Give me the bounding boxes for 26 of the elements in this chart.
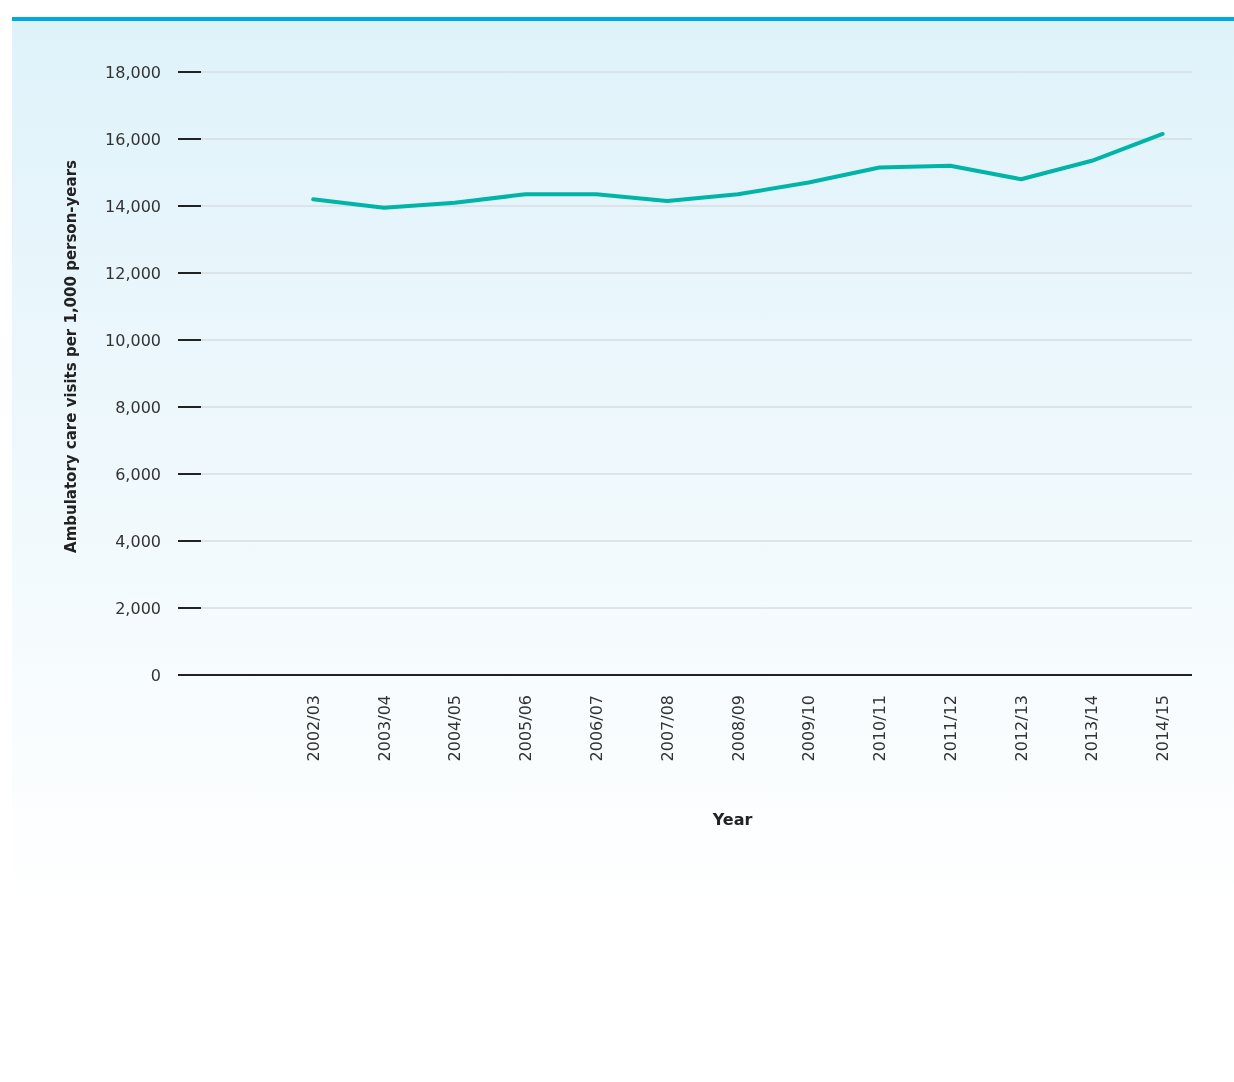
y-tick-label: 4,000	[115, 531, 161, 551]
x-tick-label: 2013/14	[1082, 695, 1102, 762]
x-tick-label: 2002/03	[303, 695, 323, 762]
x-tick-label: 2003/04	[374, 695, 394, 762]
y-tick-label: 14,000	[105, 196, 161, 216]
x-tick-label: 2006/07	[586, 695, 606, 762]
y-tick-label: 18,000	[105, 62, 161, 82]
y-tick-label: 0	[150, 665, 161, 685]
x-tick-label: 2004/05	[445, 695, 465, 762]
y-axis-title: Ambulatory care visits per 1,000 person-years	[62, 159, 80, 553]
x-tick-label: 2005/06	[516, 695, 536, 762]
y-tick-label: 2,000	[115, 598, 161, 618]
x-tick-label: 2007/08	[657, 695, 677, 762]
x-tick-label: 2009/10	[799, 695, 819, 762]
x-tick-label: 2008/09	[728, 695, 748, 762]
y-tick-label: 6,000	[115, 464, 161, 484]
y-tick-label: 10,000	[105, 330, 161, 350]
x-tick-label: 2011/12	[940, 695, 960, 762]
x-tick-label: 2010/11	[870, 695, 890, 762]
x-tick-label: 2014/15	[1153, 695, 1173, 762]
line-series	[311, 131, 1165, 210]
x-axis-title: Year	[711, 810, 753, 829]
y-tick-label: 16,000	[105, 129, 161, 149]
y-tick-label: 8,000	[115, 397, 161, 417]
y-tick-label: 12,000	[105, 263, 161, 283]
x-tick-label: 2012/13	[1011, 695, 1031, 762]
